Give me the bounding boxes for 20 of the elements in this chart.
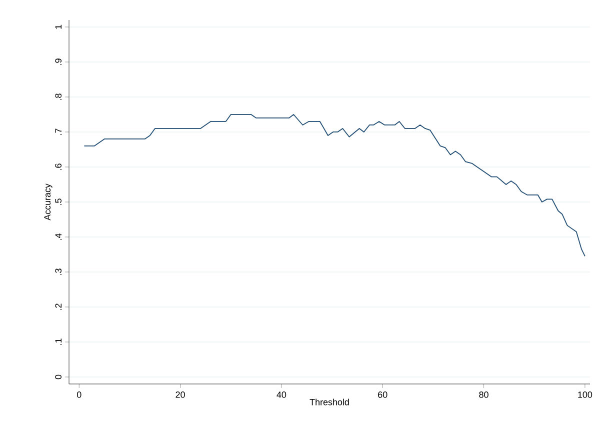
x-axis-title: Threshold [310, 398, 349, 406]
x-tick-label: 60 [378, 392, 388, 398]
y-tick-label: .4 [55, 234, 62, 240]
y-tick-label: 1 [55, 24, 62, 29]
y-tick-label: .9 [55, 58, 62, 65]
y-tick-label: .8 [55, 94, 62, 100]
x-tick-label: 40 [276, 392, 286, 398]
x-tick-label: 0 [76, 392, 82, 398]
line-series [84, 114, 586, 257]
x-tick-label: 100 [578, 392, 592, 398]
y-tick-label: .5 [55, 198, 62, 205]
y-tick-label: .2 [55, 304, 62, 310]
y-axis-title: Accuracy [44, 184, 52, 220]
y-tick-label: .6 [55, 164, 62, 170]
y-tick-label: .1 [55, 338, 62, 345]
y-tick-label: .7 [55, 128, 62, 135]
y-tick-label: .3 [55, 268, 62, 275]
x-tick-label: 80 [479, 392, 488, 398]
y-tick-label: 0 [55, 374, 62, 380]
x-tick-label: 20 [176, 392, 185, 398]
